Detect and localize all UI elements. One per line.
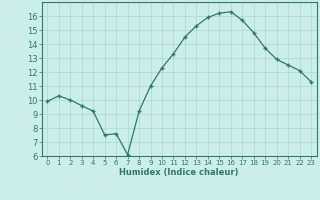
X-axis label: Humidex (Indice chaleur): Humidex (Indice chaleur) bbox=[119, 168, 239, 177]
